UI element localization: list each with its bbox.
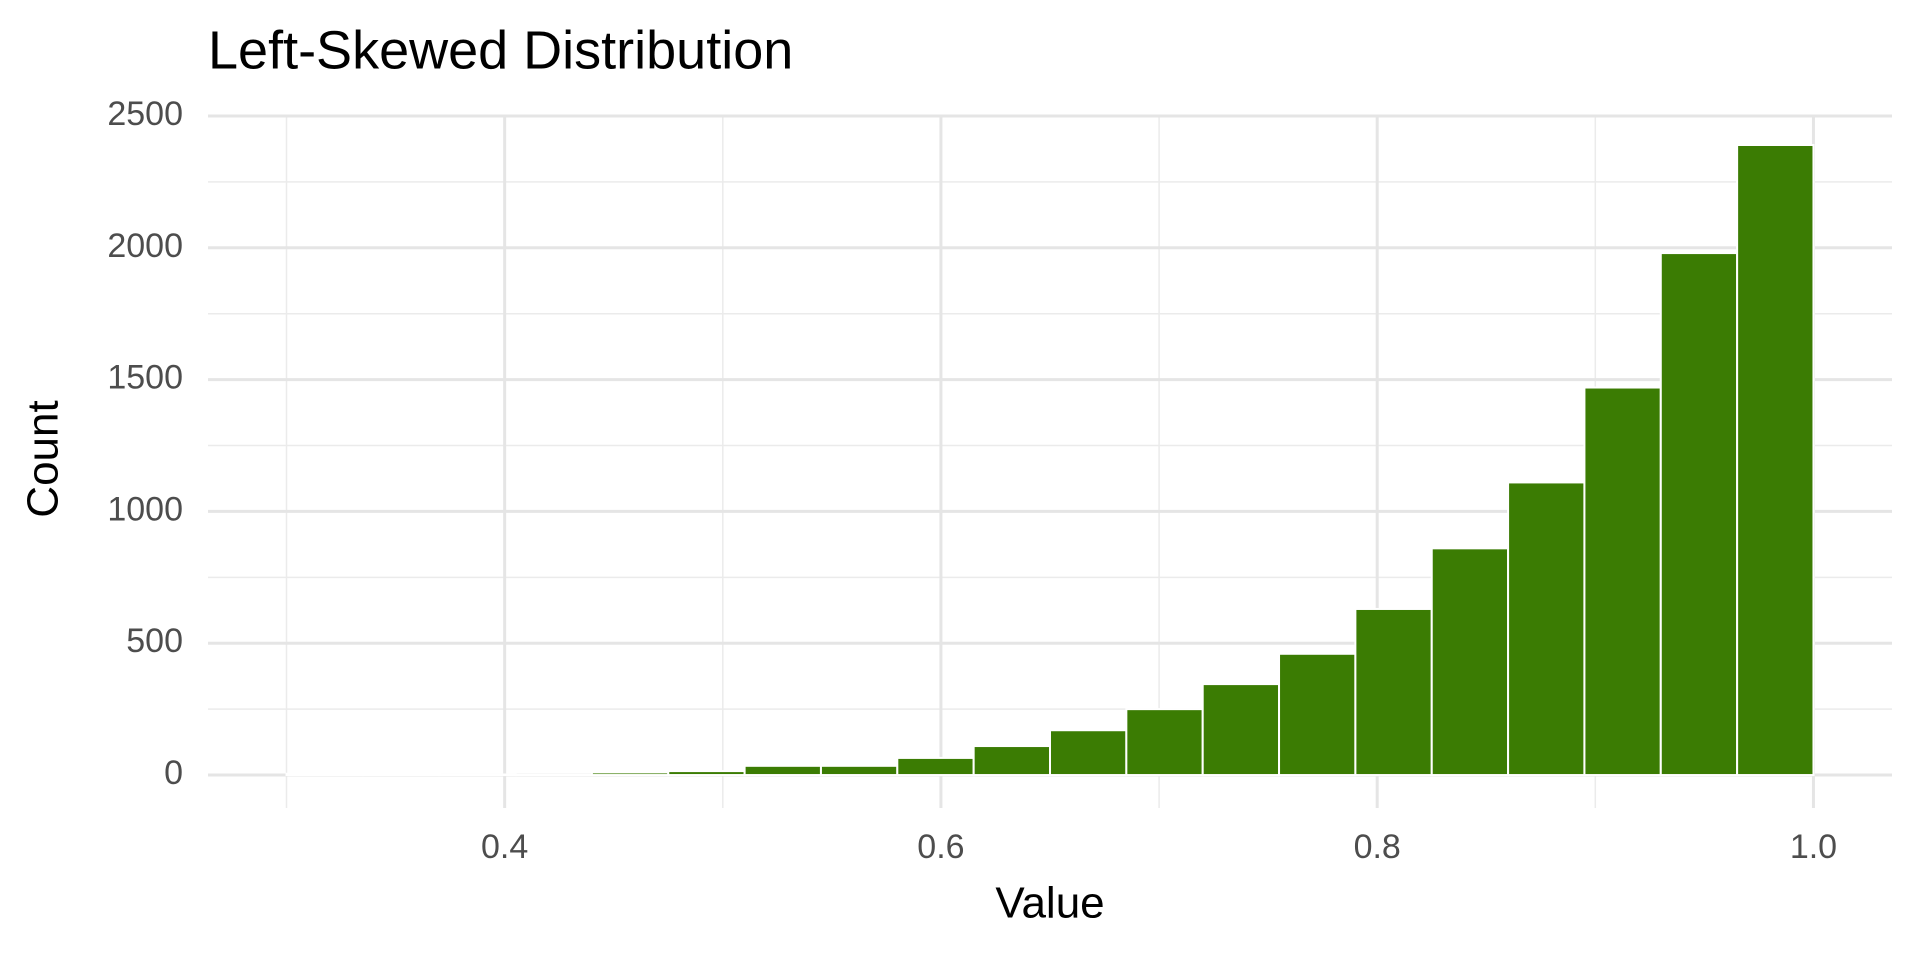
bar: [1659, 252, 1739, 777]
bar: [1049, 729, 1128, 777]
bar: [743, 764, 822, 777]
bar: [361, 773, 441, 777]
bar: [819, 764, 899, 777]
bar: [1583, 386, 1662, 777]
y-tick-label: 500: [126, 622, 183, 660]
bar: [1354, 607, 1433, 777]
bar: [667, 770, 746, 777]
y-tick-label: 1000: [107, 490, 183, 528]
x-axis-title: Value: [995, 879, 1104, 928]
bar: [972, 745, 1051, 777]
y-tick-label: 2000: [107, 227, 183, 265]
x-tick-label: 0.4: [481, 828, 528, 866]
x-tick-label: 0.8: [1354, 828, 1401, 866]
bar: [438, 773, 517, 777]
bar: [285, 772, 364, 777]
bar: [1507, 481, 1586, 777]
x-tick-label: 0.6: [917, 828, 964, 866]
bar: [1278, 652, 1357, 777]
chart-title: Left-Skewed Distribution: [208, 20, 793, 80]
x-tick-label: 1.0: [1790, 828, 1837, 866]
bar: [896, 756, 975, 777]
bar: [1430, 547, 1510, 777]
y-tick-label: 1500: [107, 359, 183, 397]
bar: [590, 771, 670, 777]
y-tick-label: 2500: [107, 95, 183, 133]
bar: [1201, 683, 1281, 777]
y-tick-label: 0: [164, 754, 183, 792]
bar: [1125, 708, 1204, 777]
bar: [1736, 143, 1815, 777]
y-axis-title: Count: [19, 400, 68, 517]
